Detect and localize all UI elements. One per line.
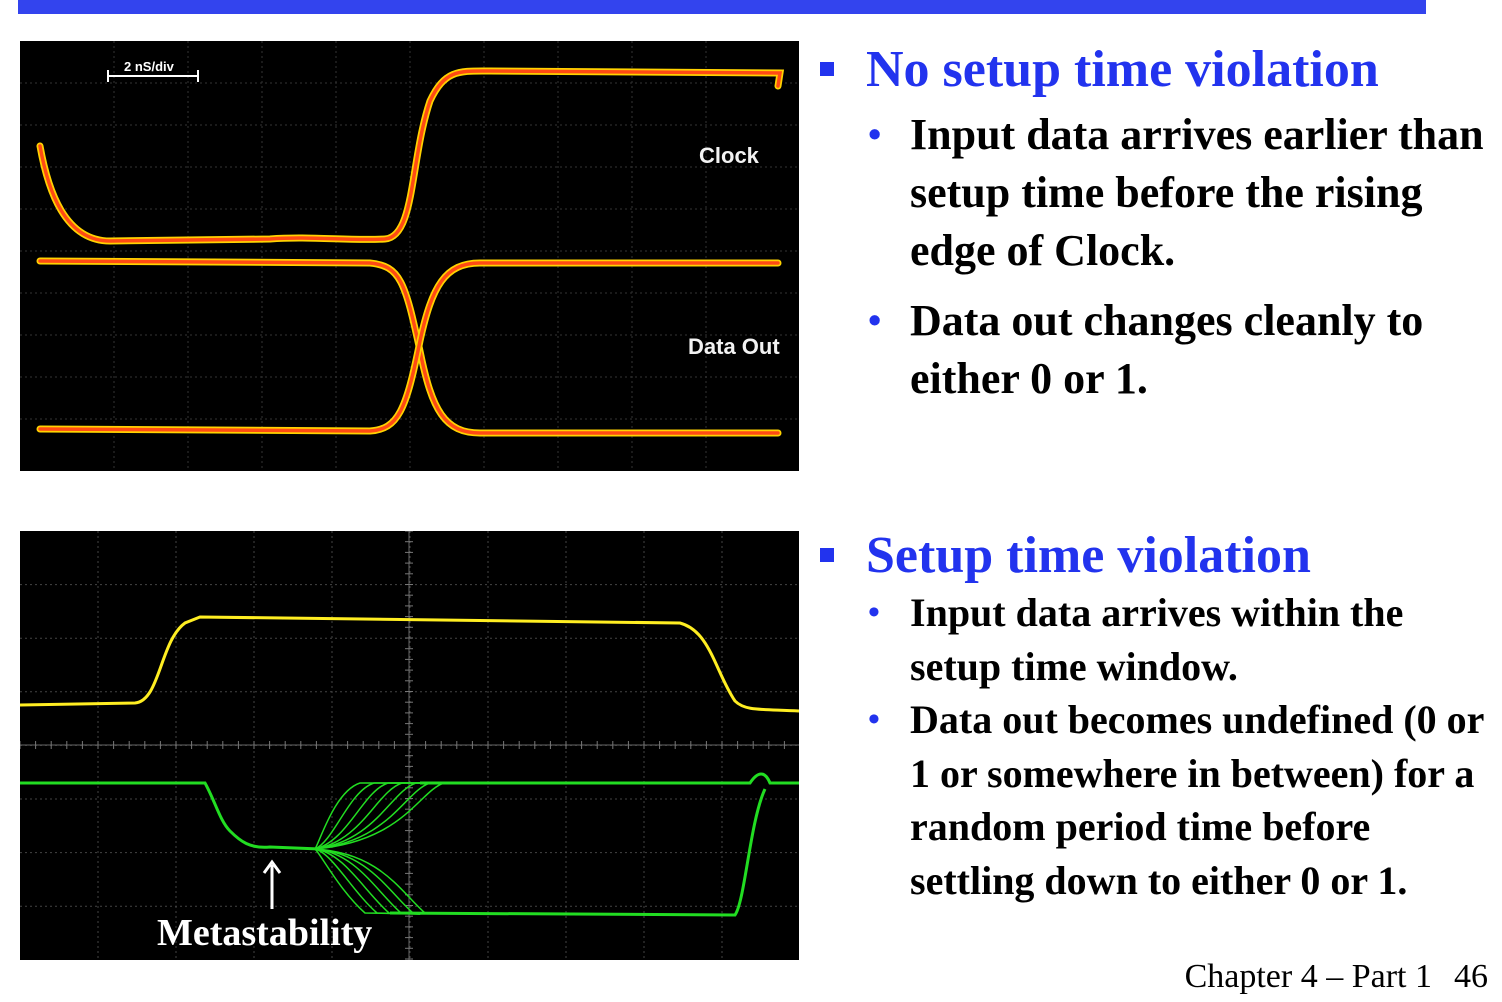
- bullet-dot-icon: •: [868, 701, 880, 738]
- clock-label: Clock: [699, 143, 759, 168]
- slide-footer: Chapter 4 – Part 1 46: [1185, 958, 1488, 996]
- section2-heading: Setup time violation: [818, 526, 1488, 586]
- scope-image-violation: Metastability: [20, 531, 799, 960]
- section1-heading: No setup time violation: [818, 40, 1488, 100]
- bullet-dot-icon: •: [868, 114, 882, 156]
- clock-yellow-trace: [20, 615, 799, 713]
- page-number: 46: [1454, 958, 1488, 995]
- data-out-rising-trace: [36, 259, 782, 435]
- data-out-green-trace: [20, 781, 321, 851]
- metastability-label: Metastability: [157, 912, 373, 954]
- chapter-label: Chapter 4 – Part 1: [1184, 958, 1432, 995]
- bullet-dot-icon: •: [868, 594, 880, 631]
- scope1-traces: [20, 41, 799, 471]
- section1-bullet-list: • Input data arrives earlier than setup t…: [818, 106, 1488, 408]
- list-item: • Data out changes cleanly to either 0 or…: [818, 292, 1488, 408]
- square-bullet-icon: [820, 548, 834, 562]
- section2-bullet-list: • Input data arrives within the setup tim…: [818, 586, 1488, 907]
- scope2-traces: [20, 531, 799, 960]
- data-out-label: Data Out: [688, 334, 780, 359]
- top-accent-bar: [18, 0, 1426, 14]
- list-item: • Input data arrives earlier than setup t…: [818, 106, 1488, 280]
- bullet-dot-icon: •: [868, 300, 882, 342]
- data-out-falling-trace: [36, 257, 782, 437]
- list-item: • Data out becomes undefined (0 or 1 or s…: [818, 693, 1488, 907]
- section-violation: Setup time violation • Input data arrives…: [818, 526, 1488, 907]
- time-per-division-label: 2 nS/div: [124, 59, 174, 74]
- scope-image-no-violation: 2 nS/div Clock Data Out: [20, 41, 799, 471]
- up-arrow-icon: [262, 859, 282, 909]
- list-item: • Input data arrives within the setup tim…: [818, 586, 1488, 693]
- square-bullet-icon: [820, 62, 834, 76]
- section-no-violation: No setup time violation • Input data arri…: [818, 40, 1488, 408]
